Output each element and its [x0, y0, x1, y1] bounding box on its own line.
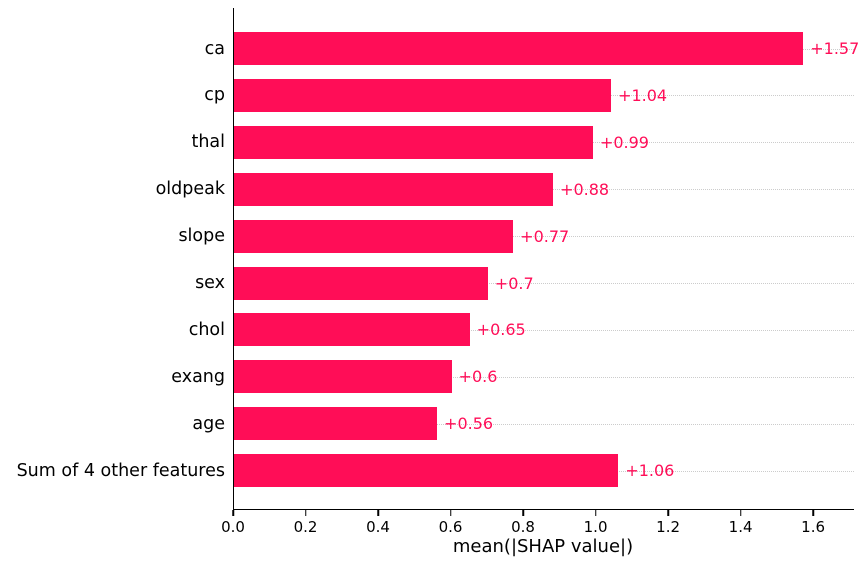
- bar-value-label: +0.77: [520, 226, 570, 246]
- x-tick-label: 0.8: [511, 518, 535, 536]
- x-tick-mark: [304, 510, 307, 516]
- plot-area: +1.57 +1.04 +0.99 +0.88 +0.77 +0.7 +0.65 +0.6 +0…: [233, 8, 859, 510]
- bar-age: [234, 407, 438, 441]
- bar-oldpeak: [234, 172, 554, 206]
- bar-cp: [234, 78, 612, 112]
- y-tick-label: age: [192, 413, 225, 434]
- bar-sex: [234, 266, 488, 300]
- x-tick-mark: [377, 510, 379, 516]
- bar-value-label: +0.56: [444, 414, 494, 434]
- y-tick-label: slope: [178, 226, 225, 247]
- bar-value-label: +1.06: [625, 461, 675, 481]
- bar-value-label: +0.65: [476, 320, 526, 340]
- y-tick-label: exang: [171, 366, 225, 387]
- x-tick-mark: [449, 510, 452, 516]
- x-tick-label: 1.2: [656, 518, 681, 536]
- row-gridline: [234, 376, 854, 378]
- x-tick-mark: [739, 510, 742, 516]
- bar-sum-of-4-other-features: [234, 454, 619, 488]
- x-tick-mark: [594, 510, 597, 516]
- bar-value-label: +1.57: [810, 39, 860, 58]
- x-axis-title: mean(|SHAP value|): [452, 536, 634, 557]
- bar-ca: [234, 32, 804, 65]
- x-tick-label: 1.4: [728, 518, 753, 536]
- x-axis: 0.0 0.2 0.4 0.6 0.8 1.0 1.2 1.4 1.6: [221, 510, 853, 550]
- y-tick-label: ca: [204, 38, 225, 59]
- bar-value-label: +1.04: [618, 85, 668, 105]
- x-tick-mark: [812, 510, 814, 516]
- y-tick-label: Sum of 4 other features: [16, 460, 225, 481]
- bar-value-label: +0.6: [458, 367, 498, 387]
- row-gridline: [234, 423, 854, 425]
- row-gridline: [234, 236, 854, 238]
- x-tick-label: 0.0: [221, 518, 245, 536]
- x-tick-label: 0.4: [366, 518, 390, 536]
- y-tick-label: thal: [191, 132, 225, 153]
- bar-thal: [234, 125, 593, 159]
- x-tick-label: 0.6: [438, 518, 463, 536]
- row-gridline: [234, 329, 854, 331]
- bar-value-label: +0.99: [599, 132, 649, 152]
- x-tick-mark: [667, 510, 669, 516]
- x-tick-mark: [522, 510, 524, 516]
- y-tick-label: cp: [204, 85, 225, 106]
- y-tick-label: chol: [188, 319, 225, 340]
- x-tick-label: 1.0: [583, 518, 608, 536]
- y-tick-label: oldpeak: [155, 179, 225, 200]
- bar-value-label: +0.88: [560, 179, 610, 199]
- x-tick-mark: [232, 510, 234, 516]
- bar-chol: [234, 313, 470, 347]
- bar-slope: [234, 219, 514, 253]
- row-gridline: [234, 283, 854, 284]
- x-tick-label: 1.6: [801, 518, 826, 536]
- y-tick-label: sex: [195, 273, 225, 293]
- x-tick-label: 0.2: [293, 518, 318, 536]
- bar-exang: [234, 360, 452, 394]
- bar-value-label: +0.7: [494, 273, 534, 293]
